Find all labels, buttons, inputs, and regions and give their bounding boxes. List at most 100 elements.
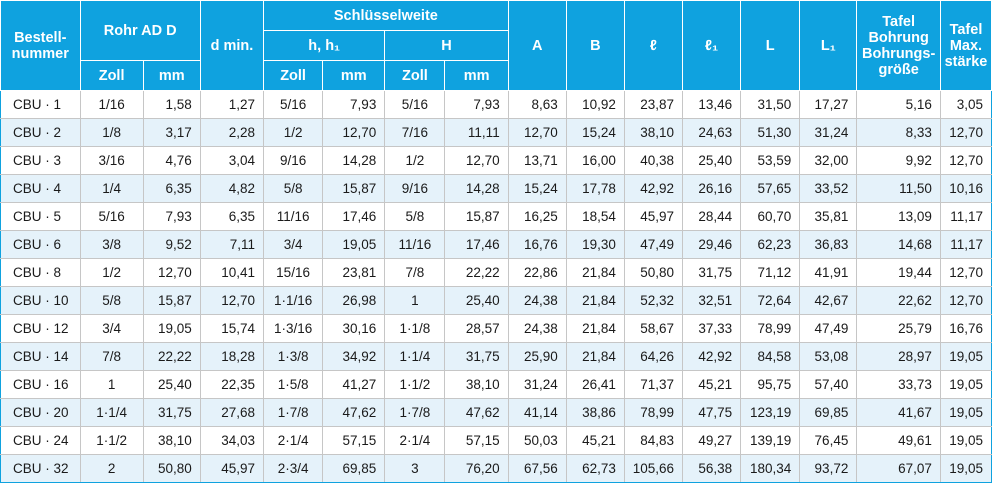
table-cell: 29,46 (682, 230, 741, 259)
table-cell: 19,05 (142, 314, 201, 343)
table-cell: 25,90 (507, 342, 567, 371)
table-cell: 23,87 (623, 90, 683, 119)
table-cell: 12,70 (142, 258, 201, 287)
table-cell: 36,83 (799, 230, 857, 259)
order-number-cell: CBU · 3 (0, 146, 81, 175)
table-cell: 12,70 (444, 146, 509, 175)
table-cell: 31,75 (142, 398, 201, 427)
table-cell: 50,03 (507, 426, 567, 455)
table-cell: 30,16 (322, 314, 385, 343)
table-cell: 1·7/8 (384, 398, 445, 427)
table-cell: 1·3/8 (263, 342, 323, 371)
table-cell: 28,44 (682, 202, 741, 231)
table-cell: 3,05 (939, 90, 992, 119)
table-cell: 38,10 (142, 426, 201, 455)
table-cell: 1,58 (142, 90, 201, 119)
table-cell: 53,08 (799, 342, 857, 371)
table-cell: 105,66 (623, 454, 683, 483)
table-cell: 45,21 (682, 370, 741, 399)
table-cell: 34,03 (199, 426, 264, 455)
table-cell: 17,46 (444, 230, 509, 259)
table-cell: 15,24 (507, 174, 567, 203)
table-cell: 41,67 (856, 398, 941, 427)
header-l1: ℓ₁ (682, 0, 742, 91)
table-cell: 9/16 (384, 174, 445, 203)
table-cell: 27,68 (199, 398, 264, 427)
table-cell: 1 (79, 370, 144, 399)
table-cell: 37,33 (682, 314, 741, 343)
table-cell: 31,75 (682, 258, 741, 287)
table-cell: 7,11 (199, 230, 264, 259)
table-cell: 2 (79, 454, 144, 483)
table-cell: 11,50 (856, 174, 941, 203)
table-cell: 10,92 (565, 90, 625, 119)
header-schluesselweite: Schlüsselweite (263, 0, 509, 31)
table-cell: 11,17 (939, 202, 992, 231)
table-cell: 71,37 (623, 370, 683, 399)
header-tafel-bohrung: Tafel Bohrung Bohrungs-größe (856, 0, 941, 91)
table-cell: 18,54 (565, 202, 625, 231)
table-cell: 1/2 (263, 118, 323, 147)
table-cell: 38,10 (623, 118, 683, 147)
table-cell: 41,14 (507, 398, 567, 427)
table-cell: 15,74 (199, 314, 264, 343)
table-cell: 42,67 (799, 286, 857, 315)
header-mm: mm (142, 60, 201, 91)
table-cell: 50,80 (142, 454, 201, 483)
table-cell: 1·5/8 (263, 370, 323, 399)
table-cell: 10,41 (199, 258, 264, 287)
table-cell: 33,52 (799, 174, 857, 203)
table-cell: 56,38 (682, 454, 741, 483)
header-b: B (565, 0, 625, 91)
table-cell: 14,68 (856, 230, 941, 259)
table-cell: 45,21 (565, 426, 625, 455)
table-cell: 69,85 (799, 398, 857, 427)
table-cell: 11/16 (263, 202, 323, 231)
table-cell: 72,64 (740, 286, 800, 315)
table-cell: 7,93 (322, 90, 385, 119)
table-row: CBU · 20 1·1/4 31,75 27,68 1·7/8 47,62 1·7/8 47… (0, 398, 992, 427)
table-row: CBU · 14 7/8 22,22 18,28 1·3/8 34,92 1·1/4 31,7… (0, 342, 992, 371)
table-cell: 32,00 (799, 146, 857, 175)
table-row: CBU · 16 1 25,40 22,35 1·5/8 41,27 1·1/2 38,10 3… (0, 370, 992, 399)
table-cell: 45,97 (623, 202, 683, 231)
table-cell: 31,50 (740, 90, 800, 119)
table-cell: 16,76 (507, 230, 567, 259)
table-cell: 62,23 (740, 230, 800, 259)
table-cell: 32,51 (682, 286, 741, 315)
table-cell: 95,75 (740, 370, 800, 399)
table-cell: 21,84 (565, 314, 625, 343)
table-row: CBU · 10 5/8 15,87 12,70 1·1/16 26,98 1 25,40 24… (0, 286, 992, 315)
table-cell: 9,52 (142, 230, 201, 259)
table-cell: 51,30 (740, 118, 800, 147)
table-cell: 58,67 (623, 314, 683, 343)
table-cell: 3,04 (199, 146, 264, 175)
table-cell: 47,75 (682, 398, 741, 427)
table-cell: 76,20 (444, 454, 509, 483)
table-cell: 19,44 (856, 258, 941, 287)
table-cell: 1/4 (79, 174, 144, 203)
order-number-cell: CBU · 24 (0, 426, 81, 455)
table-cell: 5/8 (384, 202, 445, 231)
table-cell: 19,05 (939, 454, 992, 483)
table-cell: 4,76 (142, 146, 201, 175)
header-rohr-ad: Rohr AD D (79, 0, 201, 61)
table-cell: 16,00 (565, 146, 625, 175)
table-cell: 78,99 (740, 314, 800, 343)
table-cell: 50,80 (623, 258, 683, 287)
table-cell: 1/2 (384, 146, 445, 175)
table-cell: 12,70 (507, 118, 567, 147)
table-cell: 3/8 (79, 230, 144, 259)
table-cell: 13,71 (507, 146, 567, 175)
table-cell: 8,63 (507, 90, 567, 119)
table-cell: 24,38 (507, 286, 567, 315)
table-cell: 38,86 (565, 398, 625, 427)
table-cell: 67,56 (507, 454, 567, 483)
table-cell: 10,16 (939, 174, 992, 203)
table-cell: 41,91 (799, 258, 857, 287)
table-cell: 9,92 (856, 146, 941, 175)
header-bestellnummer: Bestell-nummer (0, 0, 81, 91)
table-cell: 15/16 (263, 258, 323, 287)
table-cell: 84,83 (623, 426, 683, 455)
table-cell: 11,17 (939, 230, 992, 259)
